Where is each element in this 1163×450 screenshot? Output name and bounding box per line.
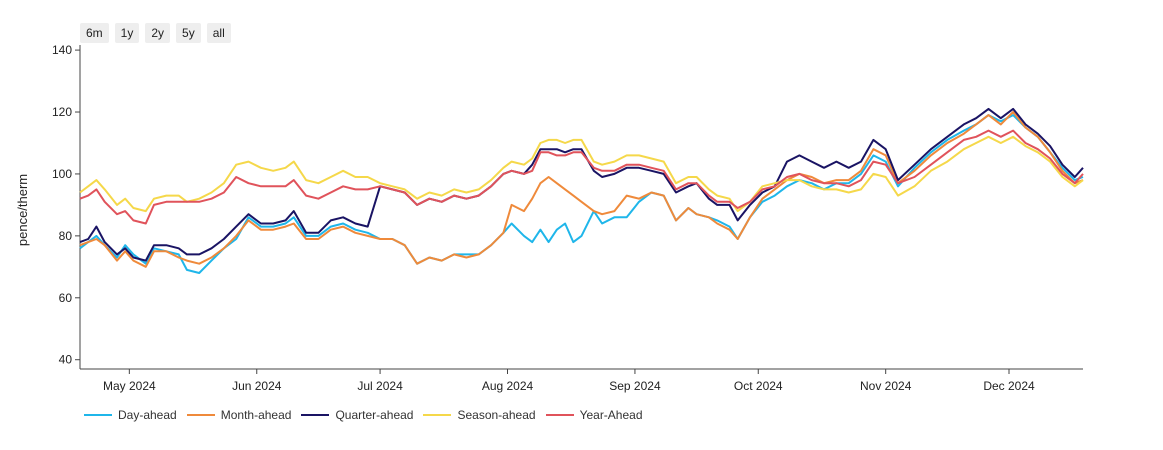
series-line-day-ahead[interactable] [79,114,1084,274]
range-button-2y[interactable]: 2y [145,23,171,43]
series-line-quarter-ahead[interactable] [79,107,1084,262]
x-tick-label: Jul 2024 [357,379,403,393]
y-tick-label: 100 [52,167,72,181]
legend-swatch [186,414,215,416]
series-line-season-ahead[interactable] [79,135,1084,213]
chart-legend: Day-ahead Month-ahead Quarter-ahead Season-… [84,408,649,422]
legend-swatch [423,414,452,416]
legend-label: Quarter-ahead [335,408,414,422]
x-tick-label: Oct 2024 [734,379,783,393]
legend-label: Year-Ahead [579,408,643,422]
legend-swatch [545,414,574,416]
y-tick-label: 60 [59,291,73,305]
legend-label: Day-ahead [118,408,177,422]
range-button-5y[interactable]: 5y [176,23,201,43]
series-line-month-ahead[interactable] [79,111,1084,268]
legend-item[interactable]: Quarter-ahead [301,408,413,422]
y-tick-label: 140 [52,43,72,57]
range-button-6m[interactable]: 6m [80,23,109,43]
legend-item[interactable]: Day-ahead [84,408,177,422]
x-tick-label: Dec 2024 [983,379,1035,393]
series-line-year-ahead[interactable] [79,129,1084,225]
y-axis-title: pence/therm [15,174,30,246]
range-button-1y[interactable]: 1y [114,23,140,43]
x-tick-label: Nov 2024 [860,379,912,393]
legend-label: Month-ahead [220,408,292,422]
x-tick-label: Sep 2024 [609,379,661,393]
legend-swatch [84,414,112,416]
y-tick-label: 80 [59,229,73,243]
legend-item[interactable]: Season-ahead [423,408,536,422]
range-selector: 6m 1y 2y 5y all [80,23,231,43]
legend-item[interactable]: Month-ahead [186,408,292,422]
plot-area [79,107,1084,274]
range-button-all[interactable]: all [206,23,231,43]
chart-axes: 40 60 80 100 120 140 May 2024 Jun 2024 Jul 2024 A… [52,43,1083,393]
legend-swatch [301,414,330,416]
y-tick-label: 40 [59,353,73,367]
x-tick-label: Aug 2024 [482,379,534,393]
legend-item[interactable]: Year-Ahead [545,408,643,422]
x-tick-label: Jun 2024 [232,379,282,393]
y-tick-label: 120 [52,105,72,119]
x-tick-label: May 2024 [103,379,156,393]
legend-label: Season-ahead [457,408,536,422]
